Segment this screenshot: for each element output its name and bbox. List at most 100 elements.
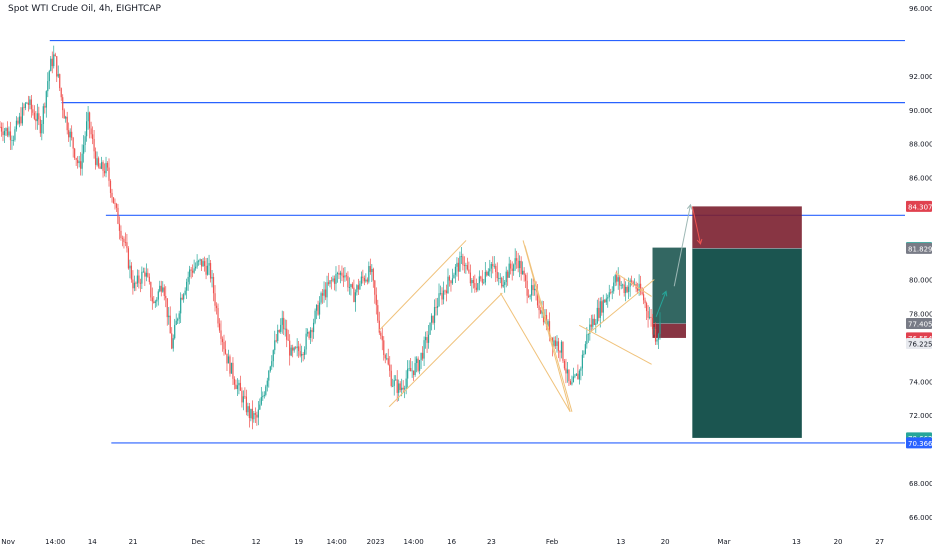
candle — [490, 261, 492, 279]
candle — [108, 158, 110, 187]
candle — [77, 156, 79, 169]
long-small-loss-zone[interactable] — [652, 323, 686, 338]
candle — [160, 280, 162, 297]
flag-upper[interactable] — [615, 272, 652, 297]
candle — [138, 269, 140, 289]
candle — [133, 275, 135, 292]
candle — [622, 283, 624, 289]
candle — [60, 87, 62, 101]
candle — [587, 333, 589, 343]
time-axis[interactable]: Nov 14:00 14 21 Dec 12 19 14:00 2023 14:00 16 23 Feb… — [1, 538, 884, 546]
candle — [637, 282, 639, 295]
short-large-profit-zone[interactable] — [692, 248, 802, 438]
candle — [53, 45, 55, 69]
candle — [241, 387, 243, 408]
candle — [456, 257, 458, 277]
candle — [533, 283, 536, 296]
candle — [251, 400, 253, 430]
flag-mid[interactable] — [587, 279, 655, 335]
candle — [29, 96, 31, 110]
candle — [520, 256, 522, 281]
candle — [607, 294, 609, 308]
candle — [472, 275, 474, 289]
projection-down-arrow[interactable] — [691, 206, 703, 245]
svg-text:77.405: 77.405 — [908, 320, 932, 328]
candle — [408, 360, 410, 372]
candle — [12, 135, 15, 146]
candle — [265, 384, 267, 397]
candle — [478, 270, 480, 291]
candle — [653, 326, 655, 335]
candle — [283, 311, 285, 336]
triangle-right[interactable] — [524, 245, 573, 412]
projection-up-arrow[interactable] — [655, 290, 668, 317]
candle — [392, 378, 394, 388]
y-tick-label: 88.000 — [909, 141, 932, 149]
candle — [510, 259, 512, 275]
candle — [529, 294, 531, 300]
candle — [338, 264, 340, 280]
candle — [613, 276, 615, 294]
candle — [430, 313, 433, 331]
price-axis[interactable]: 96.000 92.000 90.000 88.000 86.000 80.000 78.0… — [909, 5, 932, 522]
candle — [592, 314, 594, 331]
candle — [499, 273, 501, 284]
candle — [84, 131, 86, 153]
candle — [530, 278, 533, 302]
wedge-lower[interactable] — [500, 292, 571, 413]
candle — [308, 330, 310, 340]
candle — [115, 202, 118, 212]
x-tick-label: 16 — [447, 538, 456, 546]
candle — [242, 390, 244, 411]
candle — [62, 94, 64, 119]
candle — [212, 273, 215, 302]
candle — [112, 197, 115, 204]
candle — [580, 366, 582, 381]
candle — [199, 258, 201, 265]
candle — [71, 125, 73, 141]
candle — [640, 275, 642, 296]
short-large-loss-zone[interactable] — [692, 206, 802, 249]
candle — [296, 338, 298, 357]
candle — [451, 268, 454, 285]
candle — [595, 318, 597, 333]
candle — [557, 337, 560, 359]
candle — [14, 126, 16, 142]
candle — [262, 391, 264, 401]
candle — [348, 277, 351, 295]
channel-1-lower[interactable] — [388, 292, 503, 408]
candle — [492, 256, 494, 274]
candle — [145, 263, 147, 282]
candle — [118, 216, 121, 240]
candle — [368, 261, 370, 284]
wedge-upper[interactable] — [522, 240, 571, 412]
candle — [566, 361, 569, 383]
candle — [147, 268, 149, 278]
channel-1-upper[interactable] — [378, 240, 467, 331]
candle — [105, 156, 107, 178]
candle — [317, 300, 319, 316]
candle — [11, 135, 13, 150]
candle — [507, 269, 509, 286]
candle — [81, 144, 83, 176]
candle — [441, 287, 443, 305]
candle — [466, 257, 468, 271]
levels-layer — [49, 39, 905, 444]
candle — [86, 111, 88, 142]
candle — [177, 317, 179, 324]
candle — [487, 268, 489, 277]
candle — [471, 277, 473, 293]
candle — [384, 353, 386, 364]
candle — [181, 294, 183, 301]
candle — [650, 308, 652, 327]
candle — [256, 411, 258, 426]
y-tick-label: 86.000 — [909, 175, 932, 183]
projection-rise-line[interactable] — [673, 203, 693, 287]
candle — [217, 303, 219, 328]
candle — [51, 51, 53, 74]
candle — [651, 314, 654, 335]
candle — [577, 364, 579, 380]
flag-lower[interactable] — [578, 324, 652, 365]
